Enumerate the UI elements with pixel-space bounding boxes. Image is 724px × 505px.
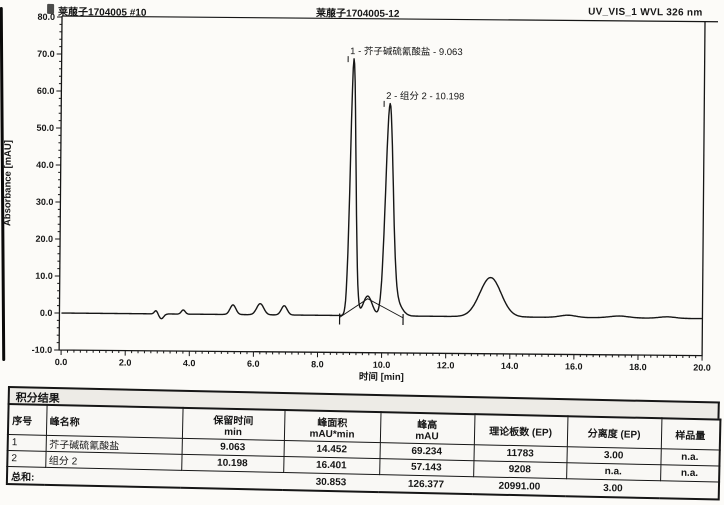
integration-results-panel: 积分结果 序号 峰名称 保留时间 min 峰面积 mAU*min 峰高 mAU 理论板数 (EP… [5, 386, 722, 501]
column-header-line1: 分离度 (EP) [587, 428, 641, 441]
x-tick-label: 20.0 [693, 363, 711, 373]
column-header: 理论板数 (EP) [473, 414, 568, 447]
column-header-unit: mAU [415, 430, 439, 442]
column-header-line1: 峰名称 [49, 416, 80, 429]
column-header: 序号 [7, 404, 47, 436]
y-tick-label: 60.0 [37, 86, 55, 96]
column-header: 峰高 mAU [379, 412, 475, 445]
totals-cell: 3.00 [565, 478, 661, 499]
plot-frame [58, 16, 706, 357]
y-tick-label: 20.0 [36, 234, 54, 244]
y-tick-label: 0.0 [40, 308, 53, 318]
y-tick-label: 70.0 [37, 49, 55, 59]
x-tick-label: 16.0 [565, 361, 583, 371]
column-header: 峰面积 mAU*min [283, 410, 381, 443]
y-tick-label: 80.0 [37, 12, 55, 22]
chromatogram-panel: 莱菔子1704005 #10 莱菔子1704005-12 UV_VIS_1 WV… [2, 3, 719, 383]
column-header: 保留时间 min [181, 407, 285, 441]
chromatogram-plot: -10.00.010.020.030.040.050.060.070.080.0… [2, 12, 719, 383]
x-tick-label: 14.0 [501, 361, 519, 371]
totals-cell: 20991.00 [472, 476, 567, 497]
table-cell: 1 [7, 434, 46, 452]
x-tick-label: 4.0 [183, 358, 196, 368]
x-tick-label: 6.0 [247, 359, 260, 369]
y-tick-label: -10.0 [32, 345, 53, 355]
column-header-unit: min [224, 426, 243, 438]
totals-cell [659, 480, 720, 500]
peak-label: 1 - 芥子碱硫氰酸盐 - 9.063 [350, 45, 463, 58]
column-header: 分离度 (EP) [566, 416, 662, 449]
column-header-unit: mAU*min [309, 428, 355, 441]
totals-cell: 30.853 [282, 472, 380, 493]
column-header-line1: 理论板数 (EP) [489, 426, 553, 439]
x-tick-label: 12.0 [437, 360, 455, 370]
plot-frame-top [62, 15, 719, 23]
x-axis-label: 时间 [min] [359, 371, 404, 383]
y-tick-label: 40.0 [36, 160, 54, 170]
totals-cell: 126.377 [378, 474, 474, 495]
x-tick-label: 2.0 [119, 358, 132, 368]
x-tick-label: 8.0 [311, 359, 324, 369]
y-tick-label: 50.0 [36, 123, 54, 133]
peak-label: 2 - 组分 2 - 10.198 [386, 90, 464, 103]
y-tick-label: 10.0 [35, 271, 53, 281]
x-tick-label: 10.0 [373, 360, 391, 370]
table-cell: n.a. [660, 448, 720, 467]
column-header-line1: 序号 [12, 416, 33, 428]
integration-baseline [339, 298, 404, 319]
table-cell: 2 [7, 450, 46, 468]
table-cell: n.a. [660, 464, 720, 483]
chromatogram-curve [61, 58, 703, 320]
column-header: 峰名称 [45, 404, 183, 439]
y-tick-label: 30.0 [36, 197, 54, 207]
column-header-line1: 样品量 [675, 430, 706, 443]
results-table: 序号 峰名称 保留时间 min 峰面积 mAU*min 峰高 mAU 理论板数 (EP) 分离度 … [5, 402, 722, 501]
x-tick-label: 0.0 [55, 357, 68, 367]
y-axis-label: Absorbance [mAU] [2, 140, 14, 226]
x-tick-label: 18.0 [629, 362, 647, 372]
column-header: 样品量 [660, 418, 721, 451]
